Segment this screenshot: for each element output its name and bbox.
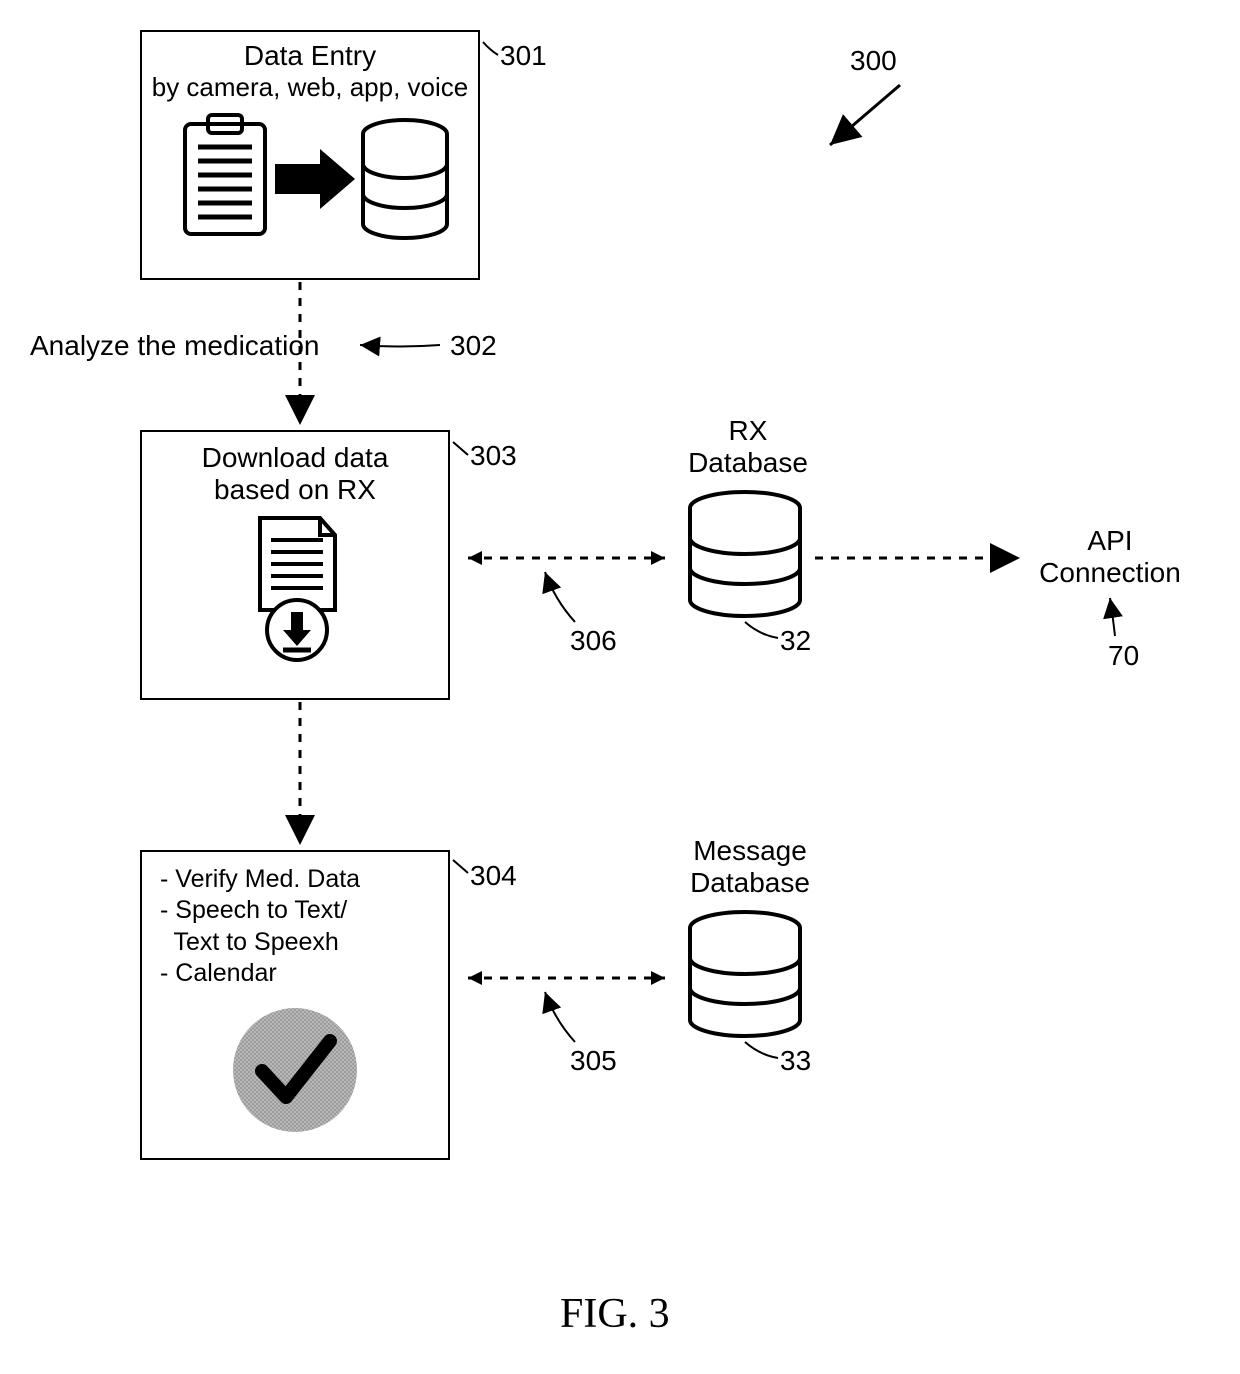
download-title-2: based on RX	[142, 474, 448, 506]
analyze-label: Analyze the medication	[30, 330, 320, 362]
msg-db-line2: Database	[665, 867, 835, 899]
box-download: Download data based on RX	[140, 430, 450, 700]
api-line1: API	[1030, 525, 1190, 557]
msg-db-label: Message Database	[665, 835, 835, 899]
ref-306: 306	[570, 625, 617, 657]
ref-303: 303	[470, 440, 517, 472]
data-entry-icon	[160, 109, 460, 269]
ref-305: 305	[570, 1045, 617, 1077]
ref-304: 304	[470, 860, 517, 892]
ref-70: 70	[1108, 640, 1139, 672]
box-data-entry: Data Entry by camera, web, app, voice	[140, 30, 480, 280]
message-database-icon	[680, 910, 810, 1050]
verify-line1: - Verify Med. Data	[160, 864, 430, 895]
ref-300: 300	[850, 45, 897, 77]
figure-title: FIG. 3	[560, 1290, 670, 1338]
verify-line3: Text to Speexh	[160, 927, 430, 958]
ref-33: 33	[780, 1045, 811, 1077]
box-verify: - Verify Med. Data - Speech to Text/ Tex…	[140, 850, 450, 1160]
ref-32: 32	[780, 625, 811, 657]
checkmark-icon	[220, 995, 370, 1145]
download-title-1: Download data	[142, 442, 448, 474]
api-line2: Connection	[1030, 557, 1190, 589]
msg-db-line1: Message	[665, 835, 835, 867]
data-entry-title: Data Entry	[142, 40, 478, 72]
download-icon	[225, 510, 365, 670]
data-entry-subtitle: by camera, web, app, voice	[142, 72, 478, 103]
rx-db-label: RX Database	[678, 415, 818, 479]
rx-db-line1: RX	[678, 415, 818, 447]
diagram-canvas: Data Entry by camera, web, app, voice 30…	[0, 0, 1240, 1374]
verify-line4: - Calendar	[160, 958, 430, 989]
api-label: API Connection	[1030, 525, 1190, 589]
ref-301: 301	[500, 40, 547, 72]
rx-database-icon	[680, 490, 810, 630]
ref-302: 302	[450, 330, 497, 362]
verify-line2: - Speech to Text/	[160, 895, 430, 926]
rx-db-line2: Database	[678, 447, 818, 479]
